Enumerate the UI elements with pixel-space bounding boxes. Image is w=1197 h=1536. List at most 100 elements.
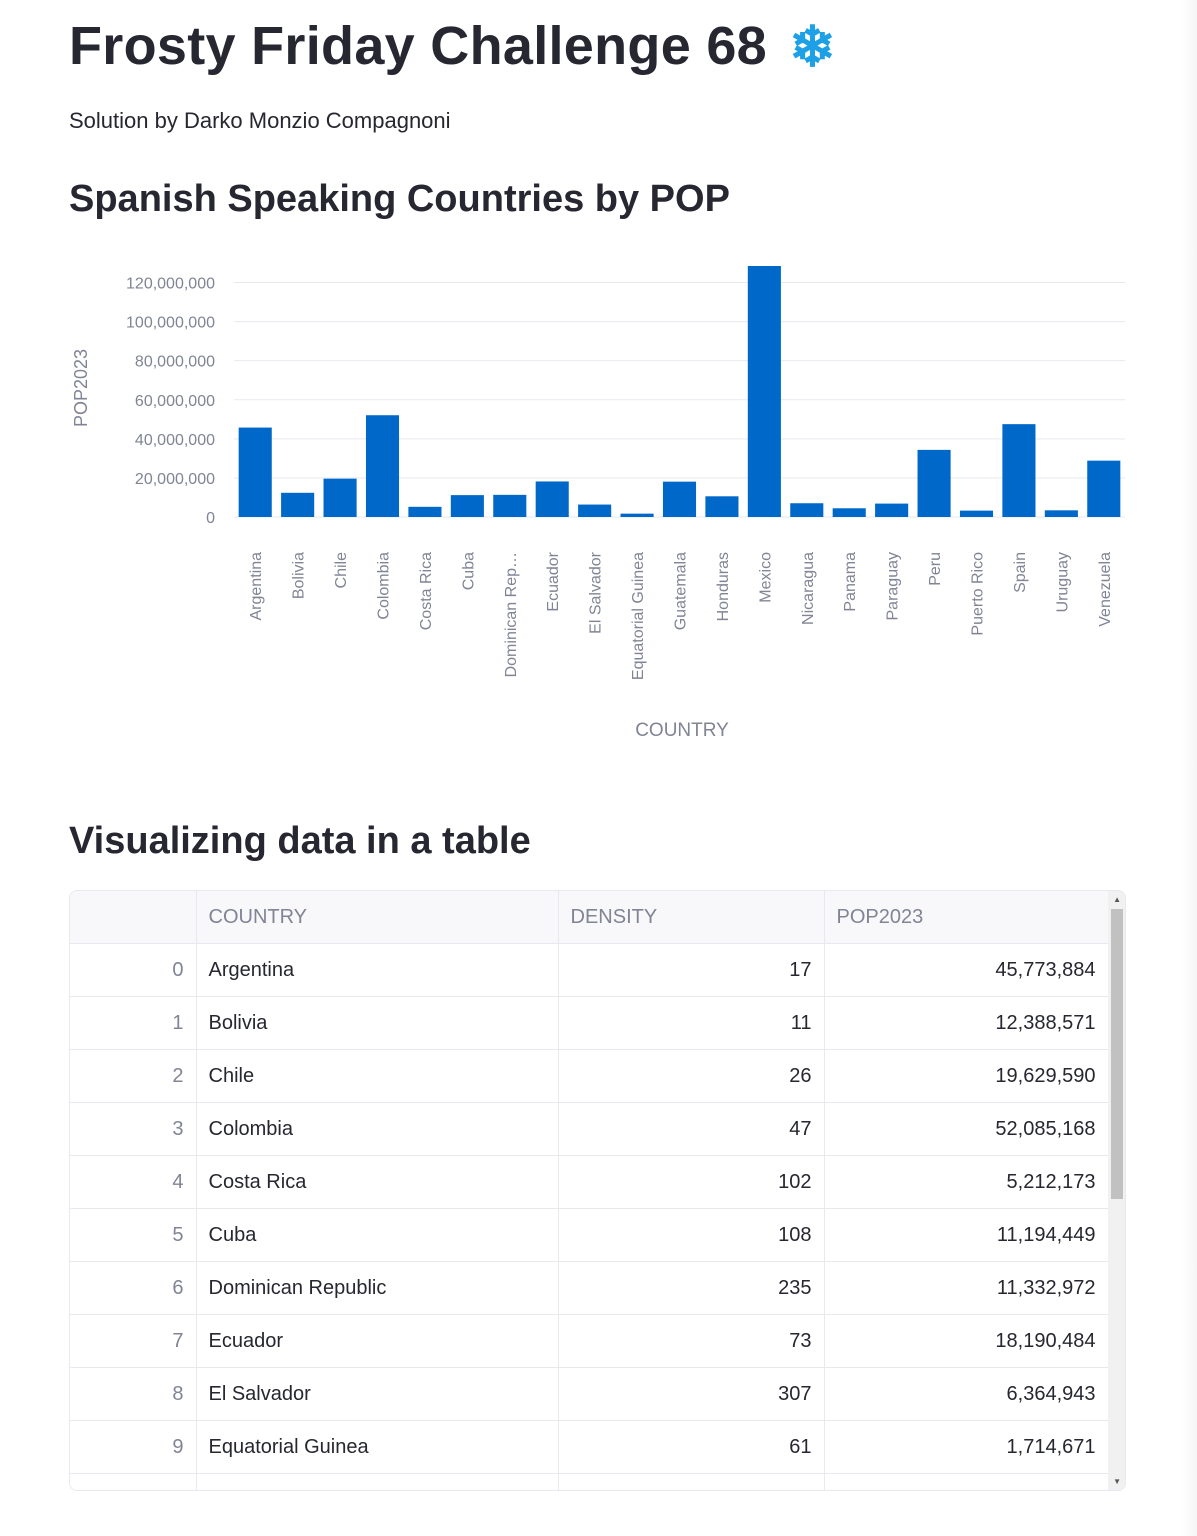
table-row[interactable]: 0 Argentina 17 45,773,884 <box>70 943 1109 997</box>
y-tick-label: 120,000,000 <box>126 276 215 293</box>
x-tick-label: Paraguay <box>885 552 902 621</box>
country-cell: Costa Rica <box>196 1155 559 1209</box>
x-tick-label: Venezuela <box>1097 552 1114 627</box>
y-tick-label: 80,000,000 <box>135 354 215 371</box>
x-tick-label: Colombia <box>376 552 393 620</box>
scroll-down-icon[interactable]: ▼ <box>1113 1477 1121 1486</box>
bar-guatemala[interactable] <box>662 481 697 517</box>
bar-paraguay[interactable] <box>875 503 909 517</box>
bar-cuba[interactable] <box>450 495 484 517</box>
bar-chart[interactable]: 0 20,000,000 40,000,000 60,000,000 80,000,00… <box>69 250 1125 750</box>
column-header-pop2023[interactable]: POP2023 <box>824 891 1109 944</box>
country-cell: Bolivia <box>196 996 559 1050</box>
row-index-cell: 1 <box>70 996 197 1050</box>
table-header-row: COUNTRY DENSITY POP2023 <box>70 891 1109 944</box>
table-row[interactable]: 9 Equatorial Guinea 61 1,714,671 <box>70 1420 1109 1474</box>
table-row[interactable]: 6 Dominican Republic 235 11,332,972 <box>70 1261 1109 1315</box>
country-cell: Chile <box>196 1049 559 1103</box>
pop2023-cell: 45,773,884 <box>824 943 1109 997</box>
bar-costa-rica[interactable] <box>408 506 442 517</box>
bar-nicaragua[interactable] <box>790 503 824 517</box>
pop2023-cell: 11,332,972 <box>824 1261 1109 1315</box>
density-cell: 17 <box>558 943 825 997</box>
table-row[interactable] <box>70 1473 1109 1490</box>
bar-mexico[interactable] <box>747 266 781 517</box>
bar-el-salvador[interactable] <box>578 504 612 517</box>
column-header-density[interactable]: DENSITY <box>558 891 825 944</box>
pop2023-cell: 5,212,173 <box>824 1155 1109 1209</box>
bar-equatorial-guinea[interactable] <box>620 513 654 517</box>
data-grid: COUNTRY DENSITY POP2023 0 Argentina 17 45,773… <box>70 891 1109 1490</box>
scrollbar-thumb[interactable] <box>1111 909 1123 1199</box>
density-cell: 108 <box>558 1208 825 1262</box>
bar-puerto-rico[interactable] <box>959 510 994 517</box>
x-tick-label: Ecuador <box>545 551 562 611</box>
table-heading: Visualizing data in a table <box>69 820 531 862</box>
x-tick-label: Honduras <box>715 552 732 621</box>
x-tick-label: Peru <box>927 552 944 586</box>
density-cell: 235 <box>558 1261 825 1315</box>
table-cell <box>196 1473 559 1490</box>
table-row[interactable]: 3 Colombia 47 52,085,168 <box>70 1102 1109 1156</box>
row-index-cell: 2 <box>70 1049 197 1103</box>
x-tick-label: Puerto Rico <box>970 552 987 636</box>
x-tick-label: Nicaragua <box>800 552 817 625</box>
bar-uruguay[interactable] <box>1044 510 1078 517</box>
header-index[interactable] <box>70 891 197 944</box>
pop2023-cell: 1,714,671 <box>824 1420 1109 1474</box>
x-tick-label: El Salvador <box>588 551 605 633</box>
bar-venezuela[interactable] <box>1087 460 1121 517</box>
bar-spain[interactable] <box>1002 424 1036 517</box>
bar-argentina[interactable] <box>238 427 272 517</box>
chart-heading: Spanish Speaking Countries by POP <box>69 178 730 220</box>
table-cell <box>824 1473 1109 1490</box>
bar-panama[interactable] <box>832 508 866 517</box>
bar-honduras[interactable] <box>705 496 739 517</box>
bar-peru[interactable] <box>917 449 951 517</box>
bar-dominican-rep-[interactable] <box>493 494 527 517</box>
x-tick-label: Dominican Rep… <box>503 552 520 677</box>
density-cell: 307 <box>558 1367 825 1421</box>
country-cell: Argentina <box>196 943 559 997</box>
table-row[interactable]: 1 Bolivia 11 12,388,571 <box>70 996 1109 1050</box>
table-row[interactable]: 8 El Salvador 307 6,364,943 <box>70 1367 1109 1421</box>
x-tick-label: Costa Rica <box>418 552 435 630</box>
y-axis-label: POP2023 <box>71 349 91 427</box>
y-tick-label: 100,000,000 <box>126 315 215 332</box>
table-row[interactable]: 7 Ecuador 73 18,190,484 <box>70 1314 1109 1368</box>
table-cell <box>558 1473 825 1490</box>
row-index-cell: 5 <box>70 1208 197 1262</box>
x-tick-label: Uruguay <box>1054 552 1071 612</box>
table-scrollbar[interactable]: ▲ ▼ <box>1108 891 1125 1490</box>
table-row[interactable]: 4 Costa Rica 102 5,212,173 <box>70 1155 1109 1209</box>
table-row[interactable]: 2 Chile 26 19,629,590 <box>70 1049 1109 1103</box>
bar-bolivia[interactable] <box>281 492 315 517</box>
column-header-country[interactable]: COUNTRY <box>196 891 559 944</box>
x-tick-label: Bolivia <box>291 552 308 599</box>
page-edge <box>1181 0 1197 1536</box>
table-row[interactable]: 5 Cuba 108 11,194,449 <box>70 1208 1109 1262</box>
country-cell: Dominican Republic <box>196 1261 559 1315</box>
x-axis-label: COUNTRY <box>635 720 729 741</box>
density-cell: 102 <box>558 1155 825 1209</box>
y-tick-label: 60,000,000 <box>135 393 215 410</box>
density-cell: 61 <box>558 1420 825 1474</box>
x-tick-label: Mexico <box>757 552 774 603</box>
bar-ecuador[interactable] <box>535 481 569 517</box>
country-cell: Cuba <box>196 1208 559 1262</box>
bar-colombia[interactable] <box>365 415 400 517</box>
snowflake-icon: ❄ <box>789 15 837 78</box>
density-cell: 26 <box>558 1049 825 1103</box>
x-tick-label: Chile <box>333 552 350 589</box>
pop2023-cell: 52,085,168 <box>824 1102 1109 1156</box>
scroll-up-icon[interactable]: ▲ <box>1113 895 1121 904</box>
pop2023-cell: 12,388,571 <box>824 996 1109 1050</box>
row-index-cell: 9 <box>70 1420 197 1474</box>
row-index-cell: 8 <box>70 1367 197 1421</box>
y-tick-label: 20,000,000 <box>135 471 215 488</box>
bar-chile[interactable] <box>323 478 357 517</box>
data-table[interactable]: COUNTRY DENSITY POP2023 0 Argentina 17 45,773… <box>69 890 1126 1491</box>
y-tick-label: 0 <box>206 510 215 527</box>
x-tick-label: Spain <box>1012 552 1029 593</box>
density-cell: 47 <box>558 1102 825 1156</box>
